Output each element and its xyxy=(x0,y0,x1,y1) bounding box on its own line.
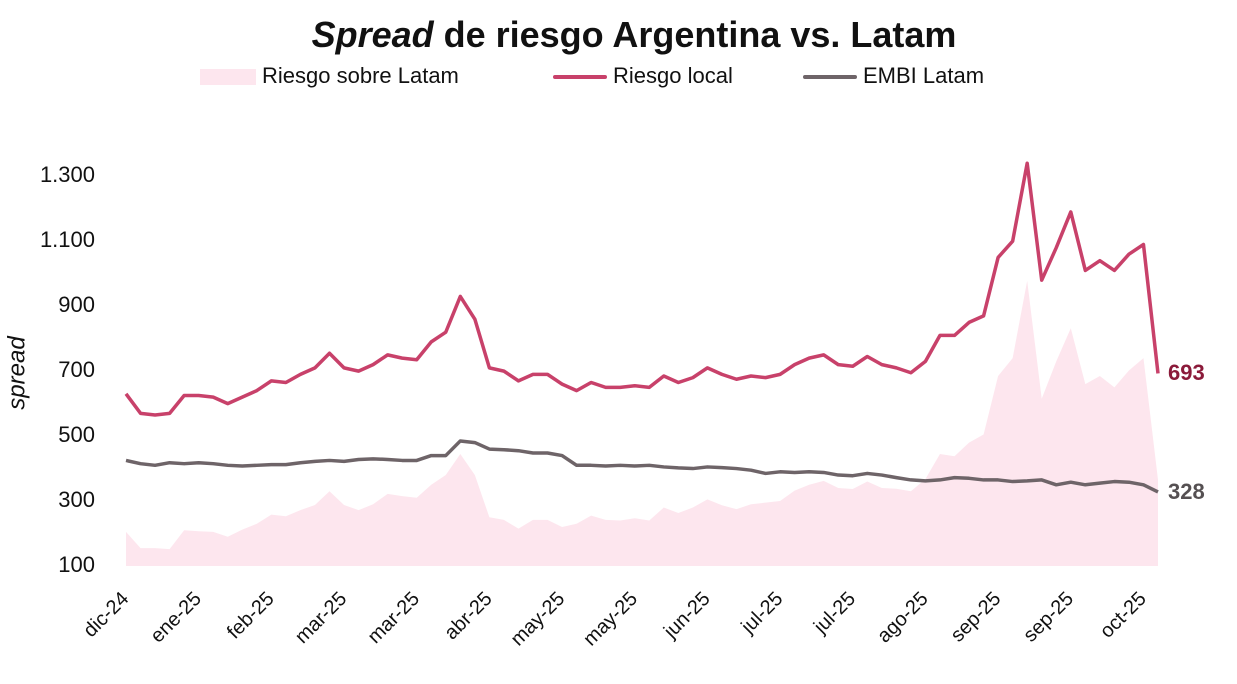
x-tick-label: sep-25 xyxy=(947,588,1006,647)
x-tick-label: mar-25 xyxy=(364,588,424,648)
legend-swatch xyxy=(200,69,256,85)
x-tick-label: jul-25 xyxy=(736,588,787,639)
x-tick-label: feb-25 xyxy=(223,588,279,644)
area xyxy=(126,280,1158,566)
x-tick-label: may-25 xyxy=(579,588,642,651)
line xyxy=(124,161,1160,417)
y-tick-label: 300 xyxy=(58,487,95,512)
y-tick-label: 1.100 xyxy=(40,227,95,252)
legend-label: Riesgo sobre Latam xyxy=(262,63,459,88)
x-tick-label: dic-24 xyxy=(79,588,133,642)
legend-label: Riesgo local xyxy=(613,63,733,88)
x-tick-label: ago-25 xyxy=(873,588,933,648)
x-tick-label: may-25 xyxy=(507,588,570,651)
y-tick-label: 500 xyxy=(58,422,95,447)
x-tick-label: sep-25 xyxy=(1019,588,1078,647)
legend-label: EMBI Latam xyxy=(863,63,984,88)
line xyxy=(125,439,1159,494)
x-tick-label: jul-25 xyxy=(809,588,860,639)
y-tick-label: 100 xyxy=(58,552,95,577)
x-tick-label: jun-25 xyxy=(659,588,715,644)
y-tick-label: 700 xyxy=(58,357,95,382)
chart-title-emphasis: Spread xyxy=(312,14,435,55)
x-tick-label: abr-25 xyxy=(440,588,496,644)
end-label: 693 xyxy=(1168,360,1205,385)
x-tick-label: oct-25 xyxy=(1096,588,1151,643)
x-tick-label: mar-25 xyxy=(291,588,351,648)
chart-title-rest: de riesgo Argentina vs. Latam xyxy=(444,14,957,55)
y-tick-label: 900 xyxy=(58,292,95,317)
y-tick-label: 1.300 xyxy=(40,162,95,187)
x-tick-label: ene-25 xyxy=(146,588,206,648)
chart-title: Spread de riesgo Argentina vs. Latam xyxy=(312,14,957,55)
end-label: 328 xyxy=(1168,479,1205,504)
y-axis-label: spread xyxy=(3,336,30,410)
